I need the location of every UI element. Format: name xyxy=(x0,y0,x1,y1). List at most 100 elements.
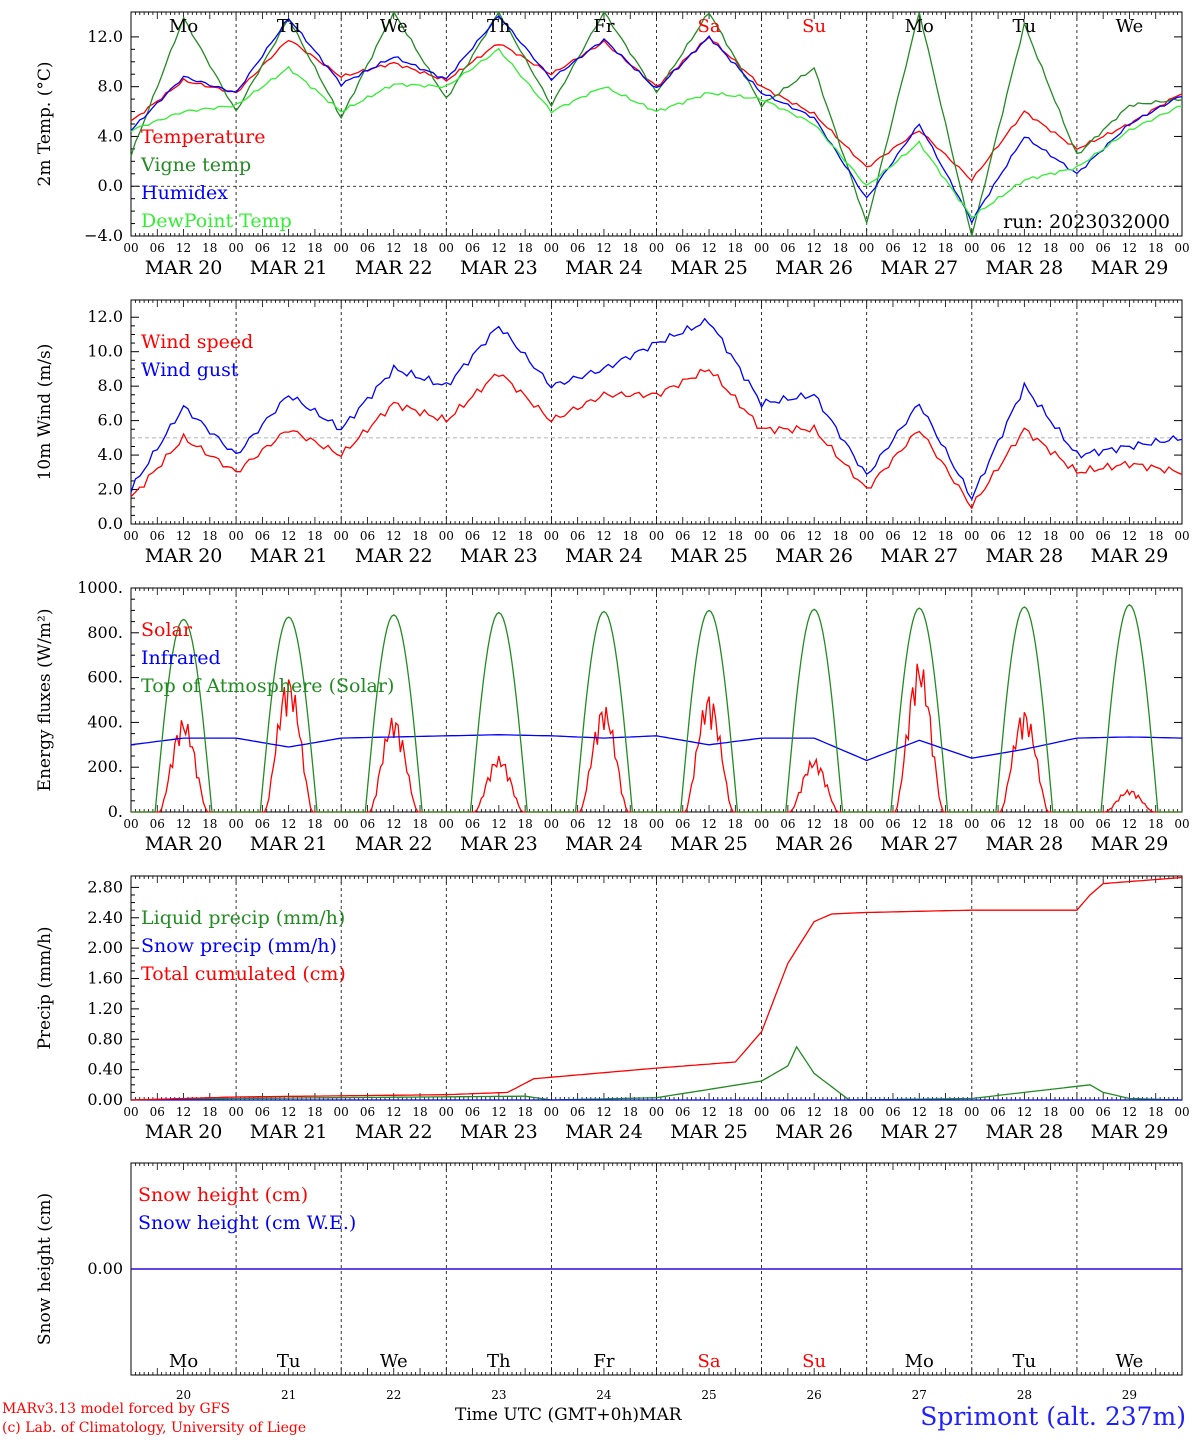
y-tick-label: 200. xyxy=(87,757,123,776)
hour-tick-label: 00 xyxy=(1174,1105,1189,1119)
hour-tick-label: 18 xyxy=(202,1105,217,1119)
date-label: MAR 20 xyxy=(145,257,223,279)
day-name-label: Su xyxy=(802,1351,826,1372)
hour-tick-label: 00 xyxy=(439,817,454,831)
hour-tick-label: 18 xyxy=(517,817,532,831)
hour-tick-label: 00 xyxy=(123,241,138,255)
legend-infrared: Infrared xyxy=(141,647,221,669)
hour-tick-label: 06 xyxy=(675,817,690,831)
hour-tick-label: 06 xyxy=(255,529,270,543)
hour-tick-label: 00 xyxy=(964,1105,979,1119)
day-number-label: 24 xyxy=(596,1388,612,1402)
hour-tick-label: 18 xyxy=(202,529,217,543)
legend-temperature: Temperature xyxy=(141,126,265,148)
date-label: MAR 28 xyxy=(985,1121,1063,1143)
date-label: MAR 28 xyxy=(985,833,1063,855)
date-label: MAR 25 xyxy=(670,1121,748,1143)
hour-tick-label: 00 xyxy=(1069,817,1084,831)
hour-tick-label: 12 xyxy=(491,817,506,831)
legend-snow-height-cm: Snow height (cm) xyxy=(138,1184,308,1206)
hour-tick-label: 00 xyxy=(964,241,979,255)
y-tick-label: 1000. xyxy=(77,578,123,597)
date-label: MAR 21 xyxy=(250,1121,328,1143)
hour-tick-label: 00 xyxy=(754,529,769,543)
date-label: MAR 20 xyxy=(145,545,223,567)
hour-tick-label: 12 xyxy=(386,241,401,255)
y-tick-label: 0.00 xyxy=(87,1090,123,1109)
hour-tick-label: 12 xyxy=(386,817,401,831)
legend-snow-height-cm-w-e: Snow height (cm W.E.) xyxy=(138,1212,356,1234)
hour-tick-label: 18 xyxy=(623,529,638,543)
y-tick-label: 8.0 xyxy=(98,376,123,395)
hour-tick-label: 18 xyxy=(412,817,427,831)
hour-tick-label: 00 xyxy=(754,817,769,831)
date-label: MAR 26 xyxy=(775,833,853,855)
date-label: MAR 27 xyxy=(880,833,958,855)
y-tick-label: 1.20 xyxy=(87,999,123,1018)
date-label: MAR 22 xyxy=(355,545,433,567)
day-name-label: Tu xyxy=(1013,16,1037,37)
y-tick-label: 4.0 xyxy=(98,445,123,464)
hour-tick-label: 06 xyxy=(1096,817,1111,831)
hour-tick-label: 06 xyxy=(990,817,1005,831)
y-axis-label: Snow height (cm) xyxy=(35,1193,55,1345)
legend-humidex: Humidex xyxy=(141,182,228,204)
date-label: MAR 23 xyxy=(460,1121,538,1143)
date-label: MAR 22 xyxy=(355,257,433,279)
legend-total-cumulated-cm: Total cumulated (cm) xyxy=(141,963,346,985)
date-label: MAR 26 xyxy=(775,1121,853,1143)
hour-tick-label: 06 xyxy=(255,817,270,831)
lab-credit: (c) Lab. of Climatology, University of L… xyxy=(2,1420,307,1436)
legend-wind-gust: Wind gust xyxy=(141,359,239,381)
day-name-label: Tu xyxy=(277,16,301,37)
date-label: MAR 29 xyxy=(1091,257,1169,279)
date-label: MAR 24 xyxy=(565,257,643,279)
day-name-label: We xyxy=(380,16,408,37)
y-tick-label: 0.0 xyxy=(98,514,123,533)
hour-tick-label: 18 xyxy=(307,817,322,831)
date-label: MAR 23 xyxy=(460,545,538,567)
y-tick-label: 10.0 xyxy=(87,342,123,361)
hour-tick-label: 12 xyxy=(807,241,822,255)
hour-tick-label: 06 xyxy=(360,529,375,543)
series-vigne-temp-line xyxy=(130,10,1183,237)
day-number-label: 22 xyxy=(386,1388,401,1402)
hour-tick-label: 00 xyxy=(544,1105,559,1119)
hour-tick-label: 12 xyxy=(176,817,191,831)
hour-tick-label: 12 xyxy=(281,817,296,831)
date-label: MAR 20 xyxy=(145,833,223,855)
hour-tick-label: 12 xyxy=(1122,529,1137,543)
day-name-label: Sa xyxy=(698,1351,721,1372)
day-name-label: Su xyxy=(802,16,826,37)
y-tick-label: 2.40 xyxy=(87,908,123,927)
hour-tick-label: 18 xyxy=(728,817,743,831)
hour-tick-label: 12 xyxy=(912,241,927,255)
day-name-label: We xyxy=(380,1351,408,1372)
hour-tick-label: 18 xyxy=(833,817,848,831)
series-infrared-line xyxy=(130,734,1183,762)
hour-tick-label: 18 xyxy=(938,817,953,831)
y-axis-label: Energy fluxes (W/m²) xyxy=(35,609,55,792)
hour-tick-label: 18 xyxy=(517,529,532,543)
hour-tick-label: 00 xyxy=(544,817,559,831)
hour-tick-label: 18 xyxy=(202,241,217,255)
date-label: MAR 23 xyxy=(460,833,538,855)
y-tick-label: 4.0 xyxy=(98,126,123,145)
hour-tick-label: 12 xyxy=(1017,1105,1032,1119)
hour-tick-label: 12 xyxy=(701,1105,716,1119)
hour-tick-label: 18 xyxy=(938,1105,953,1119)
legend-snow-precip-mm-h: Snow precip (mm/h) xyxy=(141,935,337,957)
hour-tick-label: 00 xyxy=(439,241,454,255)
hour-tick-label: 00 xyxy=(649,817,664,831)
date-label: MAR 27 xyxy=(880,1121,958,1143)
hour-tick-label: 12 xyxy=(176,1105,191,1119)
hour-tick-label: 12 xyxy=(1017,817,1032,831)
day-name-label: We xyxy=(1116,16,1144,37)
hour-tick-label: 18 xyxy=(623,241,638,255)
hour-tick-label: 12 xyxy=(701,817,716,831)
hour-tick-label: 12 xyxy=(281,529,296,543)
hour-tick-label: 18 xyxy=(307,1105,322,1119)
hour-tick-label: 06 xyxy=(570,817,585,831)
hour-tick-label: 00 xyxy=(754,241,769,255)
hour-tick-label: 12 xyxy=(491,1105,506,1119)
